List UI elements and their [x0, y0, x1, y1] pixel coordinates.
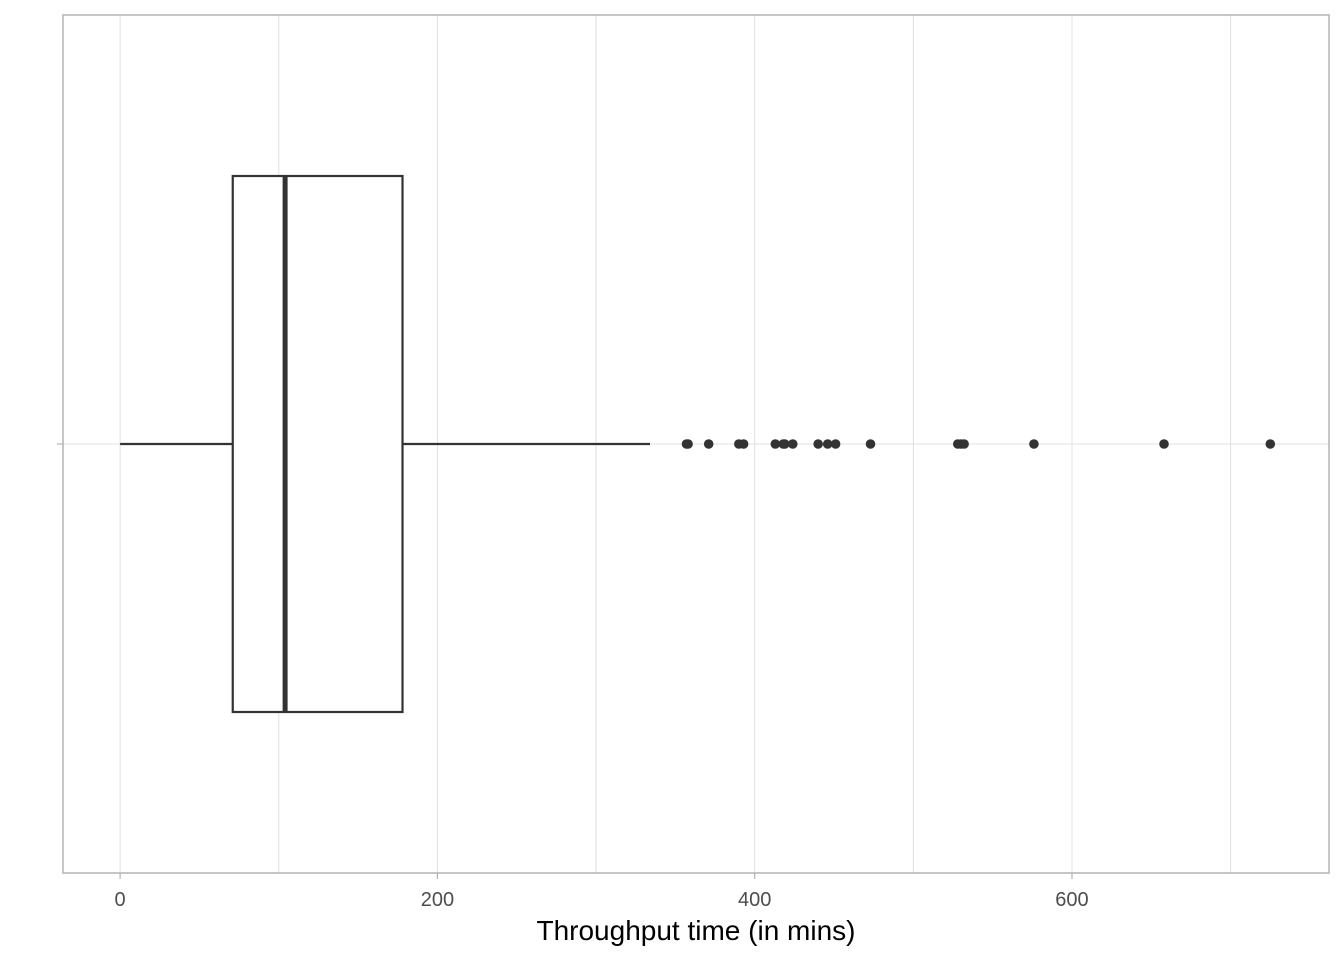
outlier-point [1159, 439, 1169, 449]
box-plot [120, 174, 650, 714]
outlier-point [865, 439, 876, 449]
outlier-point [1029, 439, 1039, 449]
x-axis: 0 200 400 600 [115, 873, 1089, 911]
iqr-box [231, 174, 404, 714]
x-tick-label: 400 [738, 889, 771, 911]
x-tick-label: 0 [115, 889, 126, 911]
outlier-point [703, 439, 714, 449]
outlier-point [830, 439, 841, 449]
outlier-points [681, 439, 1276, 449]
outlier-point [770, 439, 781, 449]
outlier-point [738, 439, 749, 449]
outlier-point [683, 439, 693, 449]
outlier-point [822, 439, 833, 449]
outlier-point [959, 439, 969, 449]
x-tick-label: 200 [421, 889, 454, 911]
outlier-point [1265, 439, 1276, 449]
outlier-point [813, 439, 823, 449]
x-axis-title: Throughput time (in mins) [536, 915, 855, 946]
outlier-point [780, 439, 790, 449]
outlier-point [787, 439, 798, 449]
x-tick-label: 600 [1055, 889, 1088, 911]
